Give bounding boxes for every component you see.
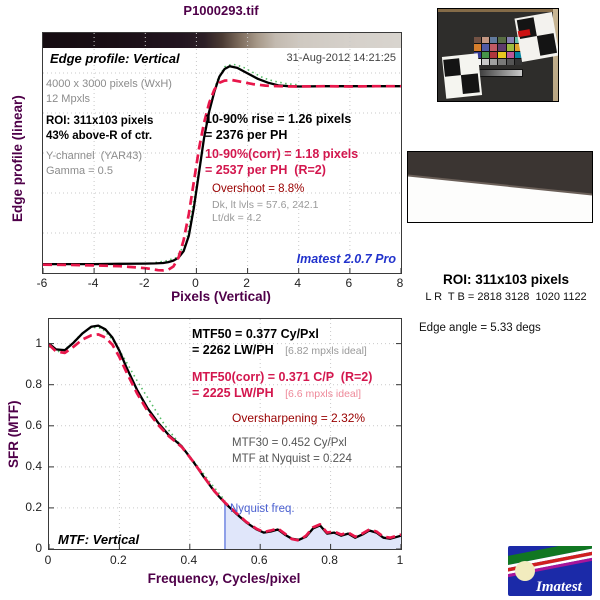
roi-edge-image — [408, 152, 592, 196]
colorchecker-patch — [482, 44, 490, 51]
mtf-chart-label: MTF: Vertical — [58, 532, 140, 547]
x-tick-label: -2 — [138, 276, 150, 290]
nyquist-freq-label: Nyquist freq. — [230, 503, 295, 515]
x-tick-label: 6 — [345, 276, 353, 290]
roi-size-line: ROI: 311x103 pixels — [46, 115, 154, 127]
x-tick-label: 0.8 — [321, 553, 338, 567]
edge-gradient-bar — [43, 33, 401, 48]
edge-angle-line: Edge angle = 5.33 degs — [419, 322, 541, 334]
colorchecker-patch — [498, 37, 506, 44]
mtf50-line2: = 2262 LW/PH [6.82 mpxls ideal] — [192, 343, 367, 357]
edge-profile-title: Edge profile: Vertical — [50, 51, 180, 66]
y-tick-label: 0 — [35, 541, 42, 555]
colorchecker-patch — [474, 37, 482, 44]
mtf-nyquist-line: MTF at Nyquist = 0.224 — [232, 453, 352, 465]
levels-line: Dk, lt lvls = 57.6, 242.1 — [212, 199, 319, 211]
y-tick-label: 0.6 — [25, 417, 42, 432]
mtf30-line: MTF30 = 0.452 Cy/Pxl — [232, 437, 347, 449]
colorchecker-patch — [482, 51, 490, 58]
y-tick-label: 0.8 — [25, 376, 42, 391]
mtf50-corr-ideal-note: [6.6 mpxls ideal] — [285, 388, 361, 400]
colorchecker-patch — [490, 58, 498, 65]
logo-moon-icon — [515, 561, 535, 581]
x-tick-label: 0.6 — [250, 553, 268, 567]
logo-wordmark: Imatest — [535, 579, 583, 595]
mtf50-ideal-note: [6.82 mpxls ideal] — [285, 345, 367, 357]
edge-y-axis-label: Edge profile (linear) — [10, 95, 25, 222]
channel-line: Y-channel (YAR43) — [46, 150, 142, 162]
y-tick-label: 0.4 — [25, 458, 42, 473]
x-tick-label: 2 — [243, 276, 250, 290]
checker-square — [443, 58, 461, 77]
colorchecker-patch — [474, 44, 482, 51]
colorchecker-patch — [490, 44, 498, 51]
colorchecker-patch — [498, 44, 506, 51]
colorchecker-patch — [490, 37, 498, 44]
y-tick-label: 1 — [35, 335, 42, 350]
x-tick-label: -6 — [36, 276, 48, 290]
edge-x-axis-label: Pixels (Vertical) — [171, 289, 271, 304]
mtf50-corr-line2: = 2225 LW/PH [6.6 mpxls ideal] — [192, 386, 361, 400]
roi-size-title: ROI: 311x103 pixels — [442, 272, 570, 287]
imatest-logo: Imatest — [493, 537, 600, 600]
colorchecker-patch — [506, 44, 514, 51]
mtf50-corr-line1: MTF50(corr) = 0.371 C/P (R=2) — [192, 370, 373, 384]
image-size-line: 4000 x 3000 pixels (WxH) — [46, 78, 172, 90]
checker-square — [460, 73, 480, 95]
mtf-x-axis-label: Frequency, Cycles/pixel — [147, 571, 301, 586]
mtf-canvas — [49, 319, 401, 549]
roi-coordinates: L R T B = 2818 3128 1020 1122 — [425, 291, 587, 303]
mtf50-line1: MTF50 = 0.377 Cy/Pxl — [192, 327, 319, 341]
edge-profile-canvas — [43, 33, 401, 273]
colorchecker-patch — [506, 58, 514, 65]
checker-square — [536, 33, 558, 56]
x-tick-label: 0 — [44, 553, 52, 567]
mtf50-lwph: = 2262 LW/PH — [192, 343, 274, 357]
colorchecker-patch — [506, 51, 514, 58]
colorchecker-patch — [514, 44, 522, 51]
mtf-plot — [48, 318, 402, 550]
x-tick-label: 1 — [396, 553, 404, 567]
colorchecker-patch — [514, 58, 522, 65]
colorchecker-patch — [482, 37, 490, 44]
roi-thumbnail — [407, 151, 593, 223]
colorchecker-patch — [506, 37, 514, 44]
rise-corrected-line1: 10-90%(corr) = 1.18 pixels — [205, 147, 359, 161]
colorchecker-chart — [474, 37, 522, 65]
contrast-line: Lt/dk = 4.2 — [212, 212, 262, 224]
page-title: P1000293.tif — [183, 3, 259, 18]
x-tick-label: -4 — [87, 276, 99, 290]
colorchecker-patch — [498, 58, 506, 65]
oversharpening-line: Oversharpening = 2.32% — [232, 411, 366, 425]
mtf50-corr-lwph: = 2225 LW/PH — [192, 386, 274, 400]
x-tick-label: 0.2 — [110, 553, 127, 567]
y-tick-label: 0.2 — [25, 499, 42, 514]
checkerboard-card-upper-right — [514, 12, 558, 62]
edge-profile-plot — [42, 32, 402, 274]
megapixel-line: 12 Mpxls — [46, 93, 91, 105]
x-tick-label: 0 — [192, 276, 199, 290]
overshoot-line: Overshoot = 8.8% — [212, 183, 305, 195]
grayscale-strip — [477, 69, 523, 77]
colorchecker-patch — [498, 51, 506, 58]
checkerboard-card-lower-left — [441, 53, 483, 99]
gamma-line: Gamma = 0.5 — [46, 165, 113, 177]
rise-result-line1: 10-90% rise = 1.26 pixels — [205, 112, 352, 126]
rise-result-line2: = 2376 per PH — [205, 128, 288, 142]
analysis-date: 31-Aug-2012 14:21:25 — [286, 52, 396, 64]
rise-corrected-line2: = 2537 per PH (R=2) — [205, 163, 326, 177]
roi-position-line: 43% above-R of ctr. — [46, 130, 153, 142]
scene-thumbnail — [437, 8, 559, 102]
scene-top-strip — [438, 9, 558, 12]
x-tick-label: 0.4 — [180, 553, 198, 567]
colorchecker-patch — [514, 51, 522, 58]
x-tick-label: 4 — [294, 276, 302, 290]
colorchecker-patch — [482, 58, 490, 65]
x-tick-label: 8 — [396, 276, 404, 290]
colorchecker-patch — [490, 51, 498, 58]
watermark-version: Imatest 2.0.7 Pro — [296, 252, 396, 266]
